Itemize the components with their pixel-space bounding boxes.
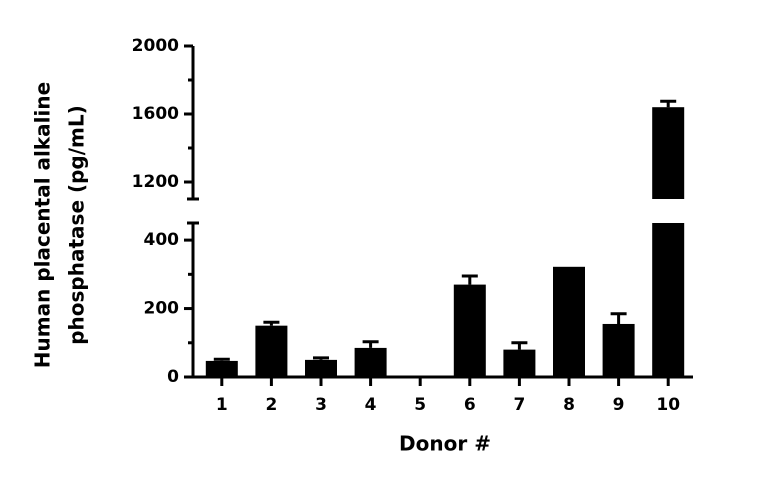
bar [503, 349, 536, 377]
bar [305, 359, 337, 377]
x-tick-label: 2 [265, 395, 277, 415]
error-bar [610, 312, 627, 324]
y-axis-label-group: Human placental alkaline phosphatase (pg… [31, 82, 89, 368]
y-tick-label: 1200 [132, 172, 179, 192]
error-bar [213, 357, 230, 361]
error-bar [263, 320, 280, 326]
x-tick-label: 5 [414, 395, 426, 415]
y-tick-label: 2000 [132, 36, 179, 56]
y-tick-label: 1600 [132, 104, 179, 124]
y-axis-label: phosphatase (pg/mL) [65, 105, 89, 345]
bar [255, 325, 288, 377]
bar [652, 223, 685, 377]
error-bar [511, 341, 528, 350]
error-bar [362, 340, 379, 348]
error-bar [660, 99, 677, 108]
error-bar [461, 274, 478, 285]
bar [205, 360, 238, 377]
x-tick-label: 3 [315, 395, 327, 415]
x-tick-label: 8 [563, 395, 575, 415]
x-tick-label: 10 [656, 395, 680, 415]
y-tick-label: 0 [167, 367, 179, 387]
y-tick-label: 200 [144, 299, 180, 319]
x-tick-label: 7 [513, 395, 525, 415]
error-bar [313, 356, 329, 360]
bar [652, 107, 685, 199]
bar [553, 266, 585, 377]
x-axis-label: Donor # [399, 432, 491, 456]
bar [354, 347, 387, 377]
x-tick-label: 1 [216, 395, 228, 415]
y-axis-label: Human placental alkaline [31, 82, 55, 368]
bar [602, 323, 635, 377]
x-tick-label: 9 [613, 395, 625, 415]
x-tick-label: 6 [464, 395, 476, 415]
y-tick-label: 400 [144, 230, 180, 250]
x-tick-label: 4 [365, 395, 377, 415]
bar [453, 284, 486, 377]
